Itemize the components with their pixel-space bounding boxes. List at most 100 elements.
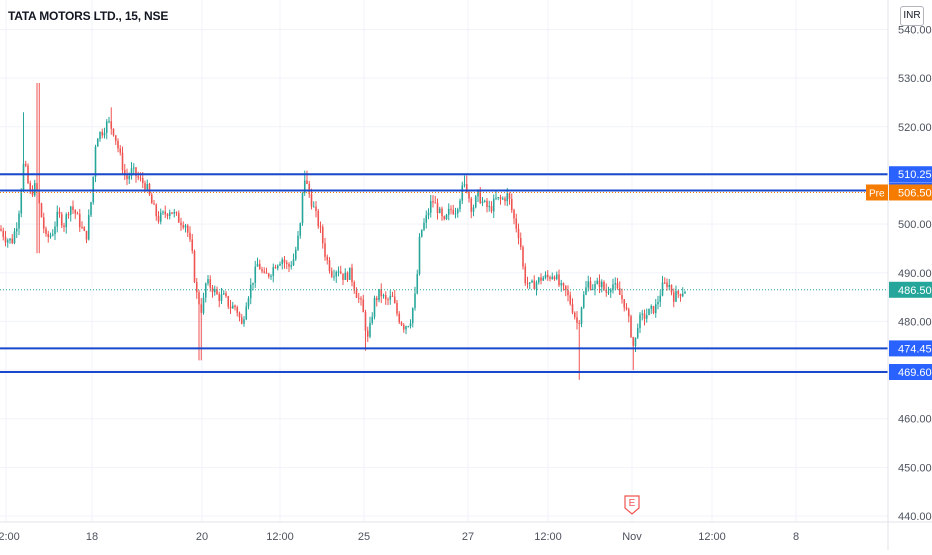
- candle-body: [549, 277, 551, 279]
- candle-body: [135, 167, 137, 177]
- candle-body: [380, 289, 383, 297]
- candle-body: [544, 274, 547, 278]
- candle-body: [506, 193, 509, 202]
- candle-body: [11, 238, 14, 244]
- earnings-event-icon[interactable]: [624, 495, 640, 515]
- level-price-tag: [889, 340, 932, 357]
- candle-body: [558, 274, 560, 286]
- candle-body: [360, 298, 362, 300]
- candle-body: [60, 214, 63, 226]
- candle-body: [15, 228, 18, 232]
- candle-body: [486, 200, 488, 207]
- candle-body: [49, 235, 52, 237]
- candle-body: [445, 214, 448, 220]
- price-tick-label: 440.00: [898, 511, 932, 523]
- time-axis[interactable]: 12:00 18 20 12:00 25 27 12:00 Nov 12:00 8 E: [0, 495, 932, 543]
- candle-body: [150, 194, 153, 204]
- candle-body: [229, 306, 232, 309]
- candle-body: [542, 277, 545, 281]
- candle-body: [562, 283, 565, 286]
- candle-body: [387, 299, 389, 301]
- time-tick-label: 18: [86, 531, 98, 543]
- candle-body: [411, 307, 414, 324]
- candle-body: [596, 280, 599, 285]
- candle-body: [499, 197, 502, 199]
- candle-body: [605, 289, 608, 293]
- candle-body: [650, 305, 653, 309]
- candle-body: [636, 328, 639, 338]
- candle-body: [236, 307, 239, 313]
- level-price-label: 510.25: [898, 169, 932, 181]
- candle-body: [391, 295, 394, 297]
- candle-body: [78, 213, 81, 228]
- candle-body: [672, 292, 675, 302]
- price-axis[interactable]: 440.00450.00460.00470.00480.00490.00500.…: [866, 0, 932, 550]
- candle-body: [621, 294, 623, 300]
- candle-body: [348, 267, 351, 280]
- candle-body: [418, 236, 421, 274]
- candle-body: [614, 283, 617, 285]
- candle-body: [299, 223, 302, 236]
- candle-body: [245, 306, 248, 320]
- candle-body: [58, 211, 61, 215]
- candle-body: [524, 266, 527, 284]
- candle-body: [249, 284, 252, 299]
- candle-body: [483, 200, 486, 202]
- candle-body: [591, 288, 594, 290]
- level-price-label: 469.60: [898, 367, 932, 379]
- candle-body: [632, 336, 635, 346]
- candle-body: [18, 213, 20, 229]
- candle-body: [263, 271, 266, 273]
- candle-body: [609, 289, 612, 293]
- candle-body: [648, 308, 650, 316]
- candle-body: [168, 212, 171, 216]
- candle-body: [141, 178, 144, 184]
- candle-body: [184, 225, 187, 228]
- candle-body: [351, 267, 353, 283]
- candle-body: [207, 279, 209, 284]
- candle-body: [31, 191, 34, 196]
- price-tick-label: 450.00: [898, 462, 932, 474]
- level-price-tag: [889, 166, 932, 183]
- candle-body: [508, 193, 511, 199]
- candle-body: [627, 309, 630, 317]
- candle-body: [72, 206, 74, 210]
- candle-body: [600, 281, 603, 288]
- candle-body: [346, 272, 349, 280]
- time-tick-label: 12:00: [266, 531, 294, 543]
- candle-body: [193, 250, 196, 283]
- candle-body: [42, 217, 45, 229]
- candle-body: [578, 322, 581, 324]
- candle-body: [357, 297, 360, 299]
- candle-body: [625, 307, 628, 310]
- candle-body: [20, 190, 23, 214]
- candle-body: [513, 210, 515, 219]
- candle-body: [67, 214, 70, 216]
- candle-body: [461, 185, 464, 201]
- candle-body: [501, 198, 504, 200]
- candle-body: [684, 291, 686, 294]
- candle-body: [429, 201, 432, 213]
- candle-body: [654, 304, 657, 314]
- price-tick-label: 530.00: [898, 73, 932, 85]
- candle-body: [319, 226, 322, 228]
- candle-body: [159, 212, 162, 222]
- candle-body: [137, 176, 140, 178]
- candle-body: [364, 312, 367, 331]
- horizontal-levels[interactable]: [0, 173, 888, 373]
- candle-body: [315, 206, 317, 212]
- candle-body: [580, 307, 583, 324]
- candle-body: [189, 232, 191, 240]
- currency-badge[interactable]: INR: [900, 6, 924, 26]
- candle-body: [234, 305, 236, 308]
- candle-body: [396, 302, 398, 314]
- candle-body: [326, 256, 329, 261]
- candle-body: [288, 264, 290, 267]
- candle-body: [585, 287, 587, 295]
- candle-body: [146, 183, 149, 190]
- candle-body: [567, 290, 569, 296]
- candle-body: [6, 240, 9, 243]
- candle-body: [243, 319, 245, 324]
